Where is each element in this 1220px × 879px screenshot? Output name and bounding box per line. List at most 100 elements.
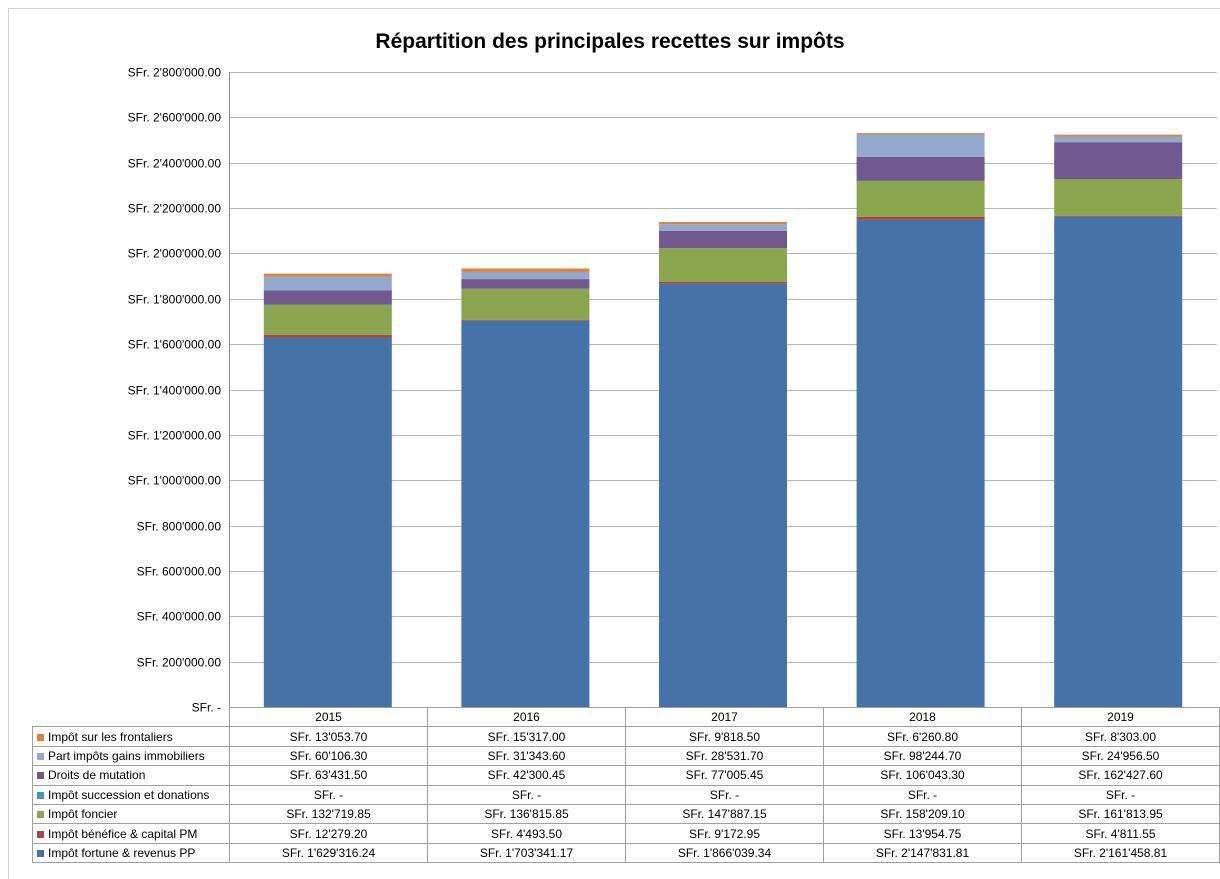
bar-segment-2018-4 <box>856 156 985 181</box>
bar-segment-2016-4 <box>461 279 590 289</box>
bar-segment-2015-0 <box>263 337 392 707</box>
bar-segment-2019-5 <box>1054 136 1183 143</box>
legend-entry: Impôt bénéfice & capital PM <box>32 823 230 844</box>
data-label: SFr. 24'956.50 <box>1021 745 1220 767</box>
y-tick-label: SFr. 1'000'000.00 <box>128 474 222 488</box>
bar-segment-2017-4 <box>659 230 787 249</box>
bar-segment-2017-6 <box>659 222 787 225</box>
data-label: SFr. 132'719.85 <box>229 803 428 825</box>
bar-segment-2019-1 <box>1054 215 1183 217</box>
data-label: SFr. 2'161'458.81 <box>1021 842 1220 864</box>
bar-segment-2019-6 <box>1054 134 1183 137</box>
bars <box>263 133 1183 707</box>
data-label: SFr. - <box>229 784 428 805</box>
data-label: SFr. 63'431.50 <box>229 765 428 786</box>
legend-swatch <box>37 752 44 760</box>
bar-segment-2018-6 <box>856 133 985 135</box>
y-tick-label: SFr. 2'600'000.00 <box>128 111 222 125</box>
table-row: Part impôts gains immobiliers SFr. 60'106… <box>32 745 1220 767</box>
data-label: SFr. 1'866'039.34 <box>625 842 824 864</box>
bar-segment-2015-1 <box>263 334 392 338</box>
chart-frame <box>8 8 1220 879</box>
data-label: SFr. 106'043.30 <box>823 765 1022 786</box>
bar-segment-2019-4 <box>1054 142 1183 180</box>
bar-segment-2016-0 <box>461 320 590 707</box>
data-label: SFr. - <box>1021 784 1220 805</box>
legend-swatch <box>37 811 44 819</box>
data-label: SFr. - <box>427 784 626 805</box>
data-label: SFr. 15'317.00 <box>427 726 626 747</box>
y-tick-label: SFr. 600'000.00 <box>137 565 222 579</box>
bar-segment-2017-0 <box>659 283 787 707</box>
table-row: Impôt succession et donations SFr. - SFr. … <box>32 784 1220 805</box>
bar-segment-2015-4 <box>263 290 392 305</box>
data-label: SFr. 8'303.00 <box>1021 726 1220 747</box>
y-tick-label: SFr. 2'400'000.00 <box>128 157 222 171</box>
x-category-label: 2015 <box>229 706 428 728</box>
data-label: SFr. 60'106.30 <box>229 745 428 767</box>
table-row: Impôt foncier SFr. 132'719.85 SFr. 136'815… <box>32 803 1220 825</box>
x-category-label: 2018 <box>823 706 1022 728</box>
data-label: SFr. 9'818.50 <box>625 726 824 747</box>
data-label: SFr. 28'531.70 <box>625 745 824 767</box>
legend-entry: Impôt sur les frontaliers <box>32 726 230 747</box>
bar-segment-2016-5 <box>461 271 590 280</box>
legend-label: Impôt fortune & revenus PP <box>48 845 196 860</box>
legend-entry: Impôt foncier <box>32 803 230 825</box>
data-label: SFr. 161'813.95 <box>1021 803 1220 825</box>
table-header-row: 2015 2016 2017 2018 2019 <box>32 706 1220 728</box>
data-label: SFr. - <box>625 784 824 805</box>
bar-segment-2016-1 <box>461 319 590 321</box>
bar-segment-2016-6 <box>461 268 590 272</box>
data-label: SFr. 13'053.70 <box>229 726 428 747</box>
legend-entry: Impôt succession et donations <box>32 784 230 805</box>
data-label: SFr. 1'703'341.17 <box>427 842 626 864</box>
y-tick-label: SFr. 1'600'000.00 <box>128 338 222 352</box>
legend-label: Droits de mutation <box>48 768 146 783</box>
y-tick-label: SFr. 800'000.00 <box>137 520 222 534</box>
x-category-label: 2017 <box>625 706 824 728</box>
legend-label: Part impôts gains immobiliers <box>48 748 205 763</box>
data-label: SFr. 162'427.60 <box>1021 765 1220 786</box>
legend-entry: Droits de mutation <box>32 765 230 786</box>
bar-segment-2018-2 <box>856 180 985 217</box>
data-label: SFr. 2'147'831.81 <box>823 842 1022 864</box>
legend-swatch <box>37 791 44 799</box>
data-table: 2015 2016 2017 2018 2019 Impôt sur les fronta… <box>32 706 1220 864</box>
y-tick-label: SFr. 400'000.00 <box>137 610 222 624</box>
bar-segment-2018-1 <box>856 216 985 220</box>
data-label: SFr. 136'815.85 <box>427 803 626 825</box>
table-row: Impôt bénéfice & capital PM SFr. 12'279.2… <box>32 823 1220 844</box>
y-tick-label: SFr. 1'400'000.00 <box>128 384 222 398</box>
y-tick-label: SFr. 2'200'000.00 <box>128 202 222 216</box>
y-tick-label: SFr. 2'800'000.00 <box>128 66 222 80</box>
table-row: Impôt fortune & revenus PP SFr. 1'629'316… <box>32 842 1220 864</box>
data-label: SFr. 12'279.20 <box>229 823 428 844</box>
data-label: SFr. 42'300.45 <box>427 765 626 786</box>
data-label: SFr. - <box>823 784 1022 805</box>
x-category-label: 2019 <box>1021 706 1220 728</box>
data-label: SFr. 158'209.10 <box>823 803 1022 825</box>
data-label: SFr. 9'172.95 <box>625 823 824 844</box>
table-row: Droits de mutation SFr. 63'431.50 SFr. 42'… <box>32 765 1220 786</box>
y-tick-label: SFr. 1'800'000.00 <box>128 293 222 307</box>
legend-swatch <box>37 849 44 857</box>
bar-segment-2015-5 <box>263 276 392 291</box>
chart-title: Répartition des principales recettes sur… <box>375 30 845 53</box>
y-tick-label: SFr. 2'000'000.00 <box>128 247 222 261</box>
legend-swatch <box>37 772 44 780</box>
data-label: SFr. 77'005.45 <box>625 765 824 786</box>
legend-label: Impôt bénéfice & capital PM <box>48 826 198 841</box>
table-corner <box>32 707 230 728</box>
bar-segment-2018-0 <box>856 219 985 707</box>
bar-segment-2019-2 <box>1054 179 1183 216</box>
data-label: SFr. 13'954.75 <box>823 823 1022 844</box>
data-label: SFr. 147'887.15 <box>625 803 824 825</box>
y-tick-label: SFr. 200'000.00 <box>137 656 222 670</box>
data-label: SFr. 31'343.60 <box>427 745 626 767</box>
bar-segment-2019-0 <box>1054 216 1183 707</box>
data-label: SFr. 4'811.55 <box>1021 823 1220 844</box>
bar-segment-2015-2 <box>263 304 392 335</box>
legend-swatch <box>37 733 44 741</box>
